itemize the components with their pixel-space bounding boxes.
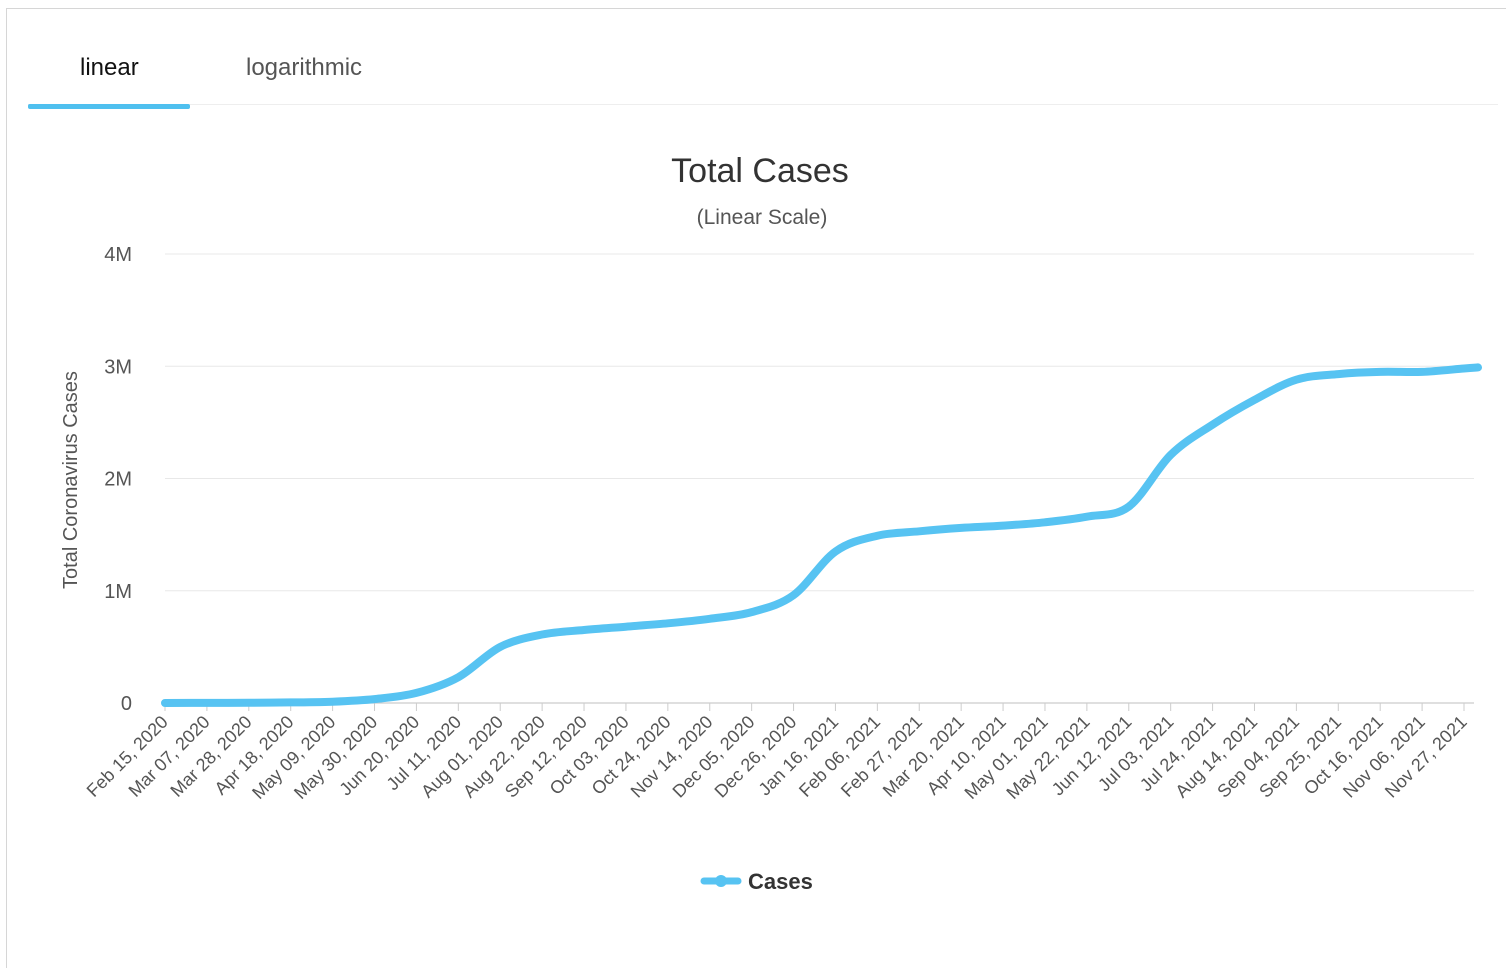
- y-tick-label: 1M: [104, 581, 132, 603]
- data-point: [1000, 522, 1007, 529]
- data-point: [581, 627, 588, 634]
- y-tick-label: 2M: [104, 469, 132, 491]
- data-point: [329, 698, 336, 705]
- chart-card: [6, 8, 1506, 968]
- y-axis-label: Total Coronavirus Cases: [60, 371, 82, 589]
- data-point: [1293, 376, 1300, 383]
- data-point: [1083, 513, 1090, 520]
- data-point: [748, 609, 755, 616]
- data-point: [1474, 364, 1481, 371]
- data-point: [162, 700, 168, 706]
- data-point: [874, 532, 881, 539]
- data-point: [455, 674, 462, 681]
- data-point: [916, 528, 923, 535]
- data-point: [1167, 451, 1174, 458]
- series-layer: [161, 363, 1482, 707]
- y-tick-label: 4M: [104, 244, 132, 266]
- legend-cases-label[interactable]: Cases: [748, 869, 813, 894]
- data-point: [706, 615, 713, 622]
- active-tab-indicator: [28, 104, 190, 109]
- data-point: [790, 592, 797, 599]
- data-point: [1209, 421, 1216, 428]
- tab-logarithmic[interactable]: logarithmic: [246, 54, 363, 81]
- legend-cases-marker: [715, 875, 727, 887]
- y-tick-label: 0: [121, 693, 132, 715]
- y-axis-ticks: 0 1M 2M 3M 4M: [104, 244, 132, 715]
- data-point: [413, 689, 420, 696]
- data-point: [1377, 368, 1384, 375]
- data-point: [958, 524, 965, 531]
- chart-subtitle: (Linear Scale): [697, 206, 828, 229]
- data-point: [371, 696, 378, 703]
- data-point: [539, 631, 546, 638]
- data-point: [1041, 519, 1048, 526]
- data-point: [1461, 365, 1467, 372]
- series-line-cases: [161, 363, 1482, 707]
- data-point: [664, 620, 671, 627]
- data-point: [1335, 371, 1342, 378]
- data-point: [1125, 503, 1132, 510]
- legend[interactable]: Cases: [700, 869, 813, 894]
- tab-linear[interactable]: linear: [80, 54, 139, 81]
- chart-title: Total Cases: [671, 152, 849, 190]
- y-tick-label: 3M: [104, 356, 132, 378]
- data-point: [1251, 396, 1258, 403]
- scale-tab-bar: linear logarithmic: [28, 40, 1498, 109]
- data-point: [497, 643, 504, 650]
- data-point: [622, 623, 629, 630]
- data-point: [832, 548, 839, 555]
- grid-lines: [165, 253, 1474, 704]
- data-point: [245, 699, 252, 706]
- data-point: [287, 699, 294, 706]
- data-point: [1419, 368, 1426, 375]
- data-point: [203, 699, 210, 706]
